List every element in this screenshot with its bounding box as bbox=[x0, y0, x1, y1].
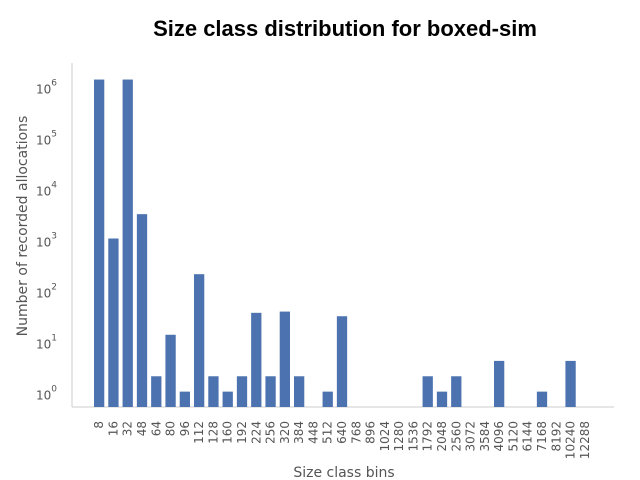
bar-2048 bbox=[436, 391, 448, 407]
x-tick-label: 1792 bbox=[421, 421, 435, 452]
y-tick-label: 106 bbox=[36, 78, 57, 96]
y-tick-label: 100 bbox=[36, 385, 57, 403]
x-tick-label: 10240 bbox=[564, 421, 578, 459]
bar-128 bbox=[208, 376, 219, 407]
bar-320 bbox=[279, 311, 290, 407]
x-tick-label: 5120 bbox=[506, 421, 520, 452]
x-tick-label: 640 bbox=[335, 421, 349, 444]
bar-112 bbox=[194, 274, 205, 407]
x-tick-label: 512 bbox=[321, 421, 335, 444]
bar-640 bbox=[336, 316, 348, 407]
x-tick-label: 12288 bbox=[578, 421, 592, 459]
x-tick-label: 8192 bbox=[549, 421, 563, 452]
bar-256 bbox=[265, 376, 276, 407]
x-tick-label: 160 bbox=[221, 421, 235, 444]
chart-title: Size class distribution for boxed-sim bbox=[153, 16, 537, 41]
bar-192 bbox=[236, 376, 248, 407]
bar-7168 bbox=[536, 391, 548, 407]
bar-10240 bbox=[565, 360, 576, 407]
bar-32 bbox=[122, 79, 133, 408]
x-tick-label: 80 bbox=[164, 421, 178, 436]
x-tick-label: 1280 bbox=[392, 421, 406, 452]
x-tick-label: 896 bbox=[364, 421, 378, 444]
x-tick-label: 256 bbox=[264, 421, 278, 444]
x-tick-label: 1536 bbox=[406, 421, 420, 452]
x-tick-label: 224 bbox=[249, 421, 263, 444]
x-tick-label: 32 bbox=[121, 421, 135, 436]
x-axis-label: Size class bins bbox=[293, 465, 394, 480]
y-axis-label-group: Number of recorded allocations bbox=[15, 116, 31, 337]
bar-1792 bbox=[422, 376, 433, 407]
y-ticks-group: 100 101 102 103 104 105 106 bbox=[36, 78, 57, 402]
bar-16 bbox=[108, 238, 119, 407]
bar-8 bbox=[94, 79, 105, 408]
x-tick-label: 6144 bbox=[521, 421, 535, 452]
x-tick-label: 48 bbox=[135, 421, 149, 436]
bar-80 bbox=[165, 334, 176, 407]
x-tick-label: 2048 bbox=[435, 421, 449, 452]
x-tick-label: 128 bbox=[206, 421, 220, 444]
x-tick-label: 768 bbox=[349, 421, 363, 444]
y-tick-label: 105 bbox=[36, 129, 57, 147]
bar-160 bbox=[222, 391, 233, 407]
x-tick-label: 96 bbox=[178, 421, 192, 436]
bar-96 bbox=[179, 391, 190, 407]
x-tick-label: 1024 bbox=[378, 421, 392, 452]
x-tick-label: 3584 bbox=[478, 421, 492, 452]
bar-4096 bbox=[494, 360, 505, 407]
y-tick-label: 101 bbox=[36, 334, 57, 352]
bar-2560 bbox=[451, 376, 462, 407]
x-tick-label: 7168 bbox=[535, 421, 549, 452]
x-tick-label: 64 bbox=[149, 421, 163, 436]
bar-48 bbox=[136, 214, 148, 407]
y-tick-label: 103 bbox=[36, 232, 57, 250]
y-tick-label: 102 bbox=[36, 283, 57, 301]
bar-512 bbox=[322, 391, 333, 407]
x-tick-label: 4096 bbox=[492, 421, 506, 452]
x-tick-label: 384 bbox=[292, 421, 306, 444]
x-tick-label: 448 bbox=[306, 421, 320, 444]
bar-64 bbox=[151, 376, 162, 407]
x-tick-label: 192 bbox=[235, 421, 249, 444]
x-tick-label: 8 bbox=[92, 421, 106, 429]
x-ticks-group: 8 16 32 48 64 80 96 112 128 160 192 224 256 320 384 448… bbox=[92, 421, 592, 459]
bars-group bbox=[94, 79, 576, 408]
x-tick-label: 3072 bbox=[464, 421, 478, 452]
y-tick-label: 104 bbox=[36, 180, 57, 198]
bar-384 bbox=[294, 376, 305, 407]
bar-224 bbox=[251, 312, 262, 407]
x-tick-label: 16 bbox=[106, 421, 120, 436]
x-tick-label: 2560 bbox=[449, 421, 463, 452]
x-tick-label: 112 bbox=[192, 421, 206, 444]
y-axis-label: Number of recorded allocations bbox=[15, 116, 31, 337]
x-tick-label: 320 bbox=[278, 421, 292, 444]
